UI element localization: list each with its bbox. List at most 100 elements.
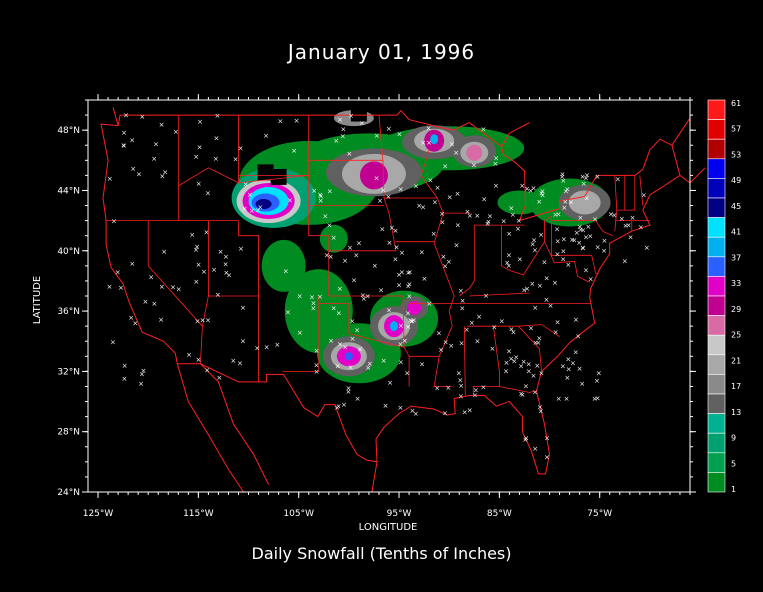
station-marker: × (247, 191, 253, 199)
legend-label: 25 (731, 331, 741, 340)
station-marker: × (331, 234, 337, 242)
legend-swatch (707, 413, 726, 434)
station-marker: × (532, 445, 538, 453)
no-data-cell (300, 105, 317, 122)
station-marker: × (386, 307, 392, 315)
border-line (176, 363, 244, 493)
state-border (614, 175, 618, 232)
station-marker: × (569, 236, 575, 244)
station-marker: × (374, 175, 380, 183)
station-marker: × (485, 218, 491, 226)
station-marker: × (592, 216, 598, 224)
station-marker: × (162, 168, 168, 176)
legend-label: 45 (731, 202, 741, 211)
station-marker: × (287, 196, 293, 204)
station-marker: × (158, 316, 164, 324)
station-marker: × (176, 285, 182, 293)
snow-contour (466, 144, 483, 161)
station-marker: × (110, 339, 116, 347)
station-marker: × (204, 366, 210, 374)
state-border (463, 326, 466, 396)
x-tick-label: 95°W (387, 509, 412, 519)
station-marker: × (434, 385, 440, 393)
station-marker: × (396, 282, 402, 290)
station-marker: × (365, 364, 371, 372)
station-marker: × (526, 360, 532, 368)
state-border (420, 149, 438, 199)
state-border (469, 292, 530, 297)
station-marker: × (309, 293, 315, 301)
station-marker: × (318, 192, 324, 200)
station-marker: × (419, 249, 425, 257)
station-marker: × (520, 391, 526, 399)
x-tick-label: 115°W (183, 509, 214, 519)
station-marker: × (458, 393, 464, 401)
station-marker: × (561, 235, 567, 243)
station-marker: × (340, 125, 346, 133)
station-marker: × (405, 310, 411, 318)
station-marker: × (431, 230, 437, 238)
station-marker: × (556, 211, 562, 219)
station-marker: × (243, 180, 249, 188)
station-marker: × (511, 358, 517, 366)
station-marker: × (584, 194, 590, 202)
station-marker: × (432, 199, 438, 207)
state-border (616, 175, 636, 211)
state-border (402, 295, 410, 387)
station-marker: × (422, 275, 428, 283)
station-marker: × (571, 237, 577, 245)
station-marker: × (480, 384, 486, 392)
legend-swatch (707, 334, 726, 356)
station-marker: × (337, 285, 343, 293)
state-border (544, 241, 590, 283)
station-marker: × (200, 316, 206, 324)
legend-swatch (707, 452, 726, 473)
station-marker: × (396, 130, 402, 138)
station-marker: × (623, 222, 629, 230)
station-marker: × (538, 189, 544, 197)
legend-swatch (707, 295, 726, 316)
station-marker: × (564, 185, 570, 193)
station-marker: × (474, 337, 480, 345)
station-marker: × (327, 221, 333, 229)
station-marker: × (560, 256, 566, 264)
y-tick-label: 32°N (57, 367, 80, 377)
station-marker: × (566, 365, 572, 373)
station-marker: × (324, 251, 330, 259)
station-marker: × (531, 372, 537, 380)
station-marker: × (380, 187, 386, 195)
station-marker: × (487, 213, 493, 221)
station-marker: × (378, 286, 384, 294)
legend-swatch (707, 99, 726, 120)
station-marker: × (327, 187, 333, 195)
station-marker: × (107, 283, 113, 291)
snow-contour (319, 224, 348, 253)
station-marker: × (254, 345, 260, 353)
station-marker: × (580, 227, 586, 235)
station-marker: × (336, 402, 342, 410)
station-marker: × (506, 348, 512, 356)
station-marker: × (385, 193, 391, 201)
station-marker: × (381, 357, 387, 365)
station-marker: × (455, 190, 461, 198)
legend-swatch (707, 393, 726, 414)
station-marker: × (204, 228, 210, 236)
station-marker: × (223, 269, 229, 277)
station-marker: × (413, 183, 419, 191)
station-marker: × (559, 173, 565, 181)
station-marker: × (399, 268, 405, 276)
station-marker: × (552, 211, 558, 219)
station-marker: × (383, 402, 389, 410)
station-marker: × (409, 317, 415, 325)
state-border (238, 175, 309, 184)
station-marker: × (328, 253, 334, 261)
station-marker: × (161, 248, 167, 256)
station-marker: × (456, 370, 462, 378)
station-marker: × (416, 202, 422, 210)
state-border (551, 220, 613, 237)
station-marker: × (439, 210, 445, 218)
state-border (499, 386, 535, 393)
station-marker: × (328, 337, 334, 345)
station-marker: × (473, 387, 479, 395)
state-border (348, 303, 405, 348)
